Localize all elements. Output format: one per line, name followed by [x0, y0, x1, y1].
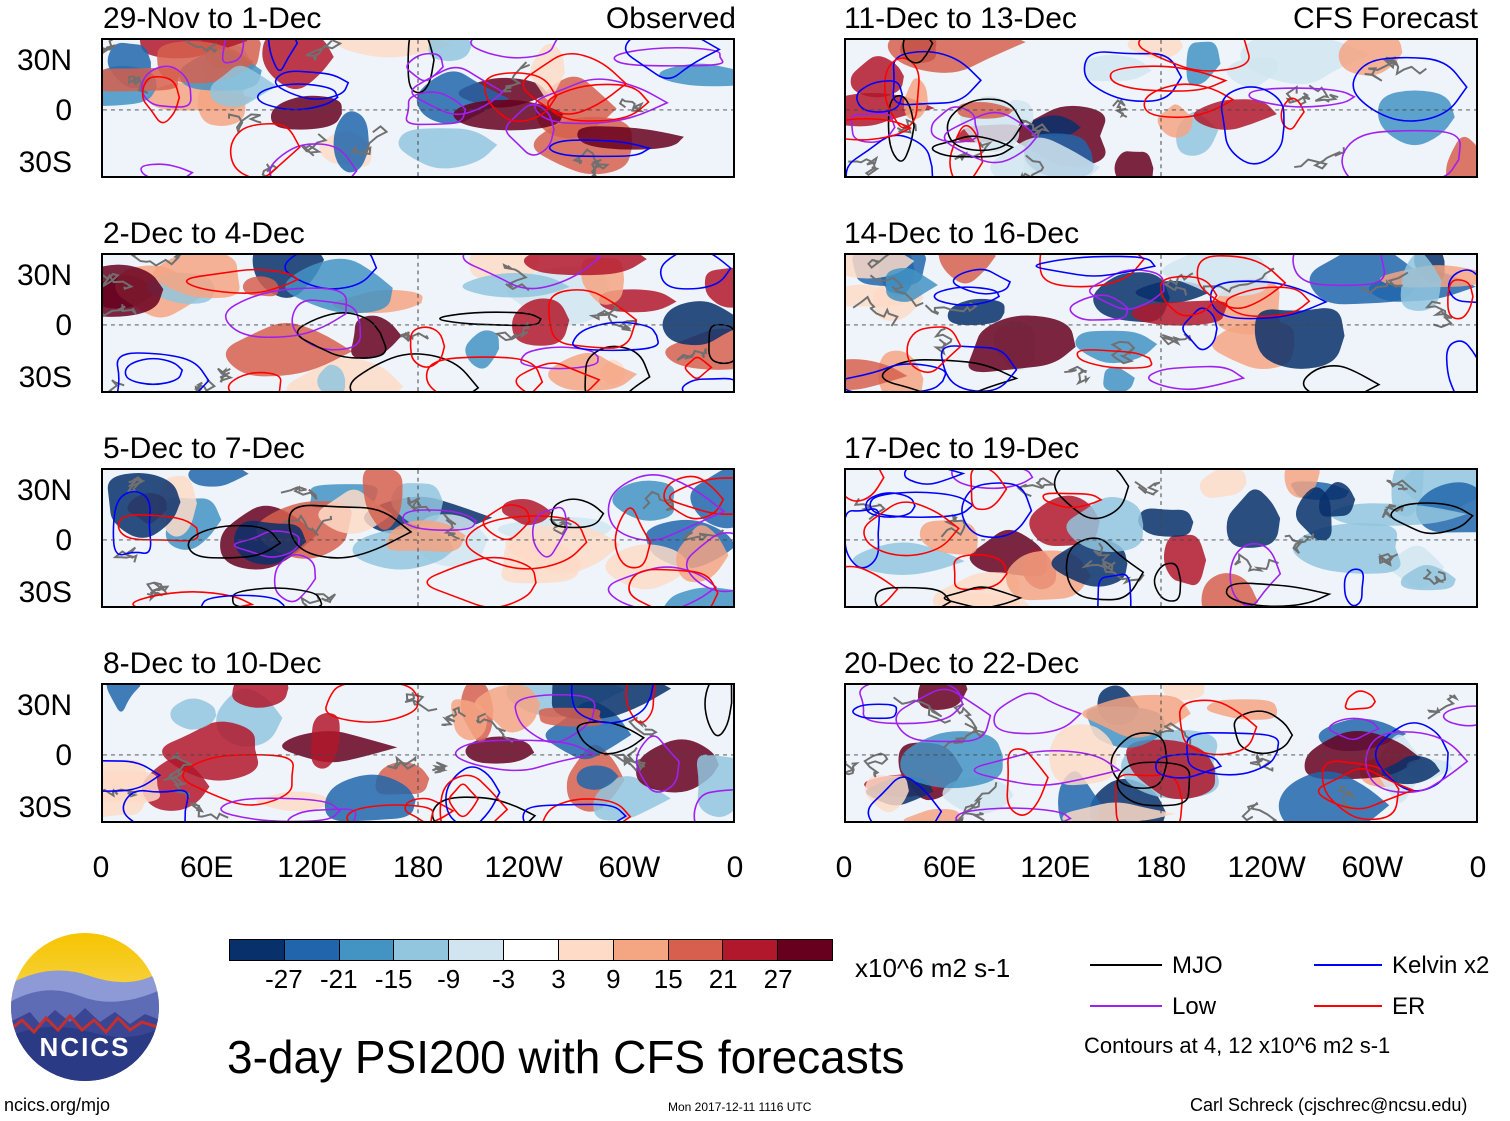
colorbar-label: 9 — [606, 964, 621, 994]
colorbar-swatch — [558, 940, 614, 960]
colorbar-swatch — [394, 940, 450, 960]
colorbar-label: -21 — [320, 964, 358, 994]
lon-label: 120E — [1020, 851, 1091, 884]
colorbar-label: -27 — [265, 964, 303, 994]
colorbar-label: 3 — [551, 964, 566, 994]
lon-label: 180 — [1135, 851, 1187, 884]
panel-title-5: 11-Dec to 13-Dec — [844, 2, 1077, 35]
colorbar-units: x10^6 m2 s-1 — [855, 953, 1011, 983]
lon-label: 180 — [392, 851, 444, 884]
legend-label-low: Low — [1172, 993, 1217, 1020]
contour-note: Contours at 4, 12 x10^6 m2 s-1 — [1084, 1033, 1391, 1058]
lat-label: 30S — [18, 576, 72, 609]
lon-label: 120W — [1227, 851, 1306, 884]
legend-label-kelvin: Kelvin x2 — [1392, 952, 1490, 979]
observed-label: Observed — [605, 2, 736, 35]
colorbar-label: -15 — [374, 964, 413, 994]
lon-label: 120E — [277, 851, 348, 884]
colorbar-label: 27 — [763, 964, 793, 994]
colorbar-label: 15 — [653, 964, 683, 994]
lat-label: 0 — [55, 309, 72, 342]
lat-label: 0 — [55, 739, 72, 772]
lat-label: 0 — [55, 94, 72, 127]
colorbar-swatch — [613, 940, 669, 960]
colorbar-swatch — [668, 940, 724, 960]
legend-line-kelvin — [1314, 964, 1382, 966]
legend-line-er — [1314, 1005, 1382, 1007]
panel-title-6: 14-Dec to 16-Dec — [844, 217, 1080, 250]
lat-label: 30N — [16, 474, 72, 507]
lat-label: 30N — [16, 259, 72, 292]
lat-label: 30S — [18, 146, 72, 179]
legend-line-low — [1090, 1005, 1162, 1007]
ncics-logo: NCICS — [10, 932, 160, 1082]
map-panel-4 — [101, 683, 735, 823]
panel-title-3: 5-Dec to 7-Dec — [103, 432, 305, 465]
colorbar-label: -9 — [437, 964, 461, 994]
lon-label: 0 — [835, 851, 853, 884]
legend-line-mjo — [1090, 964, 1162, 966]
lon-label: 0 — [1469, 851, 1487, 884]
lon-label: 0 — [726, 851, 744, 884]
panel-title-8: 20-Dec to 22-Dec — [844, 647, 1080, 680]
map-panel-2 — [101, 253, 735, 393]
logo-text: NCICS — [39, 1032, 131, 1062]
panel-title-4: 8-Dec to 10-Dec — [103, 647, 322, 680]
lon-label: 60E — [179, 851, 234, 884]
map-panel-7 — [844, 468, 1478, 608]
colorbar-swatch — [339, 940, 395, 960]
colorbar-swatch — [778, 940, 832, 960]
lat-label: 0 — [55, 524, 72, 557]
lat-label: 30N — [16, 44, 72, 77]
legend-label-mjo: MJO — [1172, 952, 1223, 979]
colorbar-label: 21 — [708, 964, 738, 994]
colorbar-swatch — [284, 940, 340, 960]
colorbar-label: -3 — [491, 964, 516, 994]
colorbar-swatch — [449, 940, 505, 960]
lon-label: 60E — [922, 851, 977, 884]
lon-label: 60W — [1341, 851, 1404, 884]
lat-label: 30S — [18, 361, 72, 394]
panel-title-1: 29-Nov to 1-Dec — [103, 2, 322, 35]
footer-credit: Carl Schreck (cjschrec@ncsu.edu) — [1190, 1095, 1468, 1115]
colorbar-swatch — [504, 940, 559, 960]
footer-url[interactable]: ncics.org/mjo — [4, 1095, 111, 1115]
lon-label: 0 — [92, 851, 110, 884]
map-panel-8 — [844, 683, 1478, 823]
lon-label: 120W — [484, 851, 563, 884]
map-panel-6 — [844, 253, 1478, 393]
panel-title-2: 2-Dec to 4-Dec — [103, 217, 305, 250]
lat-label: 30S — [18, 791, 72, 824]
footer-timestamp: Mon 2017-12-11 1116 UTC — [668, 1100, 812, 1114]
lat-label: 30N — [16, 689, 72, 722]
map-panel-1 — [101, 38, 735, 178]
map-panel-5 — [844, 38, 1478, 178]
colorbar-swatch — [723, 940, 779, 960]
colorbar-swatch — [230, 940, 285, 960]
panel-title-7: 17-Dec to 19-Dec — [844, 432, 1080, 465]
legend-label-er: ER — [1392, 993, 1426, 1020]
colorbar — [229, 939, 833, 961]
map-panel-3 — [101, 468, 735, 608]
lon-label: 60W — [598, 851, 661, 884]
main-title: 3-day PSI200 with CFS forecasts — [227, 1031, 905, 1083]
cfs-forecast-label: CFS Forecast — [1292, 2, 1478, 35]
